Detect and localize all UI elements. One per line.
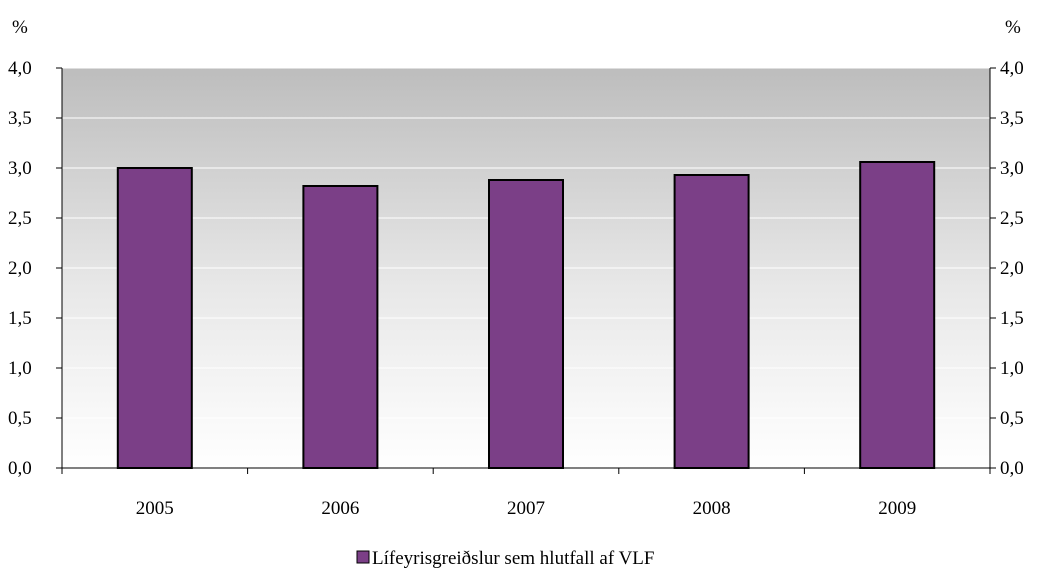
x-tick-label: 2007	[507, 498, 545, 519]
y-tick-label-right: 3,0	[1000, 158, 1024, 179]
left-tick-labels: 0,0 0,5 1,0 1,5 2,0 2,5 3,0 3,5 4,0	[8, 58, 32, 479]
y-tick-label-left: 0,5	[8, 408, 32, 429]
y-tick-label-right: 0,0	[1000, 458, 1024, 479]
legend: Lífeyrisgreiðslur sem hlutfall af VLF	[356, 548, 654, 569]
x-tick-label: 2009	[878, 498, 916, 519]
bar-2009	[859, 161, 936, 469]
x-tick-label: 2006	[321, 498, 359, 519]
y-tick-label-left: 2,5	[8, 208, 32, 229]
bar-2008	[673, 174, 750, 469]
legend-swatch	[356, 550, 370, 564]
y-tick-label-left: 3,5	[8, 108, 32, 129]
bars	[116, 161, 936, 469]
bar-2007	[488, 179, 564, 469]
y-tick-label-right: 2,0	[1000, 258, 1024, 279]
legend-label: Lífeyrisgreiðslur sem hlutfall af VLF	[372, 548, 654, 569]
bar-2005	[116, 167, 193, 469]
y-axis-unit-right: %	[1005, 17, 1021, 38]
bar-2006	[302, 185, 379, 469]
y-tick-label-right: 1,5	[1000, 308, 1024, 329]
y-tick-label-left: 1,5	[8, 308, 32, 329]
y-tick-label-left: 2,0	[8, 258, 32, 279]
y-tick-label-left: 0,0	[8, 458, 32, 479]
x-tick-label: 2005	[136, 498, 174, 519]
y-axis-unit-left: %	[12, 17, 28, 38]
x-tick-label: 2008	[693, 498, 731, 519]
y-tick-label-right: 3,5	[1000, 108, 1024, 129]
right-tick-labels: 0,0 0,5 1,0 1,5 2,0 2,5 3,0 3,5 4,0	[1000, 58, 1024, 479]
y-tick-label-right: 4,0	[1000, 58, 1024, 79]
x-tick-labels: 2005 2006 2007 2008 2009	[136, 498, 916, 519]
axes	[56, 67, 996, 474]
y-tick-label-right: 2,5	[1000, 208, 1024, 229]
y-tick-label-right: 0,5	[1000, 408, 1024, 429]
y-tick-label-right: 1,0	[1000, 358, 1024, 379]
y-tick-label-left: 1,0	[8, 358, 32, 379]
y-tick-label-left: 3,0	[8, 158, 32, 179]
y-tick-label-left: 4,0	[8, 58, 32, 79]
